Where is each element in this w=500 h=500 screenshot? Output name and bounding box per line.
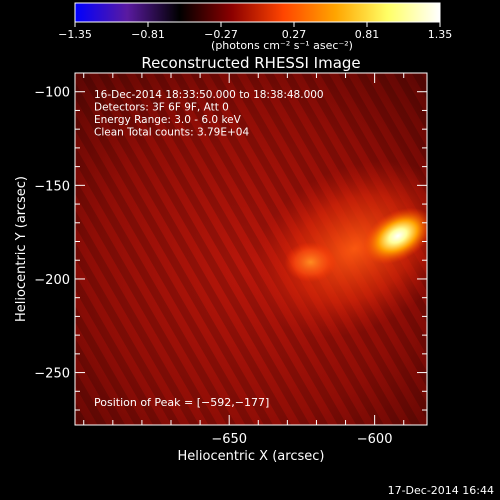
- peak-source: [362, 207, 427, 265]
- colorbar-tick-label: −0.81: [131, 28, 165, 41]
- secondary-source: [284, 242, 337, 283]
- heatmap-sources: [284, 207, 427, 283]
- peak-position-label: Position of Peak = [−592,−177]: [94, 396, 269, 409]
- x-axis-ticks: −650−600−550: [83, 73, 405, 447]
- colorbar-units-label: (photons cm⁻² s⁻¹ asec⁻²): [211, 39, 353, 52]
- annotation-line: Detectors: 3F 6F 9F, Att 0: [94, 102, 229, 114]
- source-glow: [250, 160, 427, 338]
- colorbar-tick-label: 0.81: [355, 28, 380, 41]
- colorbar-tick-label: 1.35: [428, 28, 453, 41]
- colorbar-tick-label: 0.27: [282, 28, 307, 41]
- y-tick-label: −250: [34, 367, 70, 382]
- y-tick-label: −150: [34, 179, 70, 194]
- footer-timestamp: 17-Dec-2014 16:44: [388, 484, 494, 497]
- annotation-line: Energy Range: 3.0 - 6.0 keV: [94, 114, 242, 126]
- x-axis-label: Heliocentric X (arcsec): [178, 449, 325, 464]
- y-axis-ticks: −100 −150 −200 −250: [34, 72, 427, 411]
- y-tick-label: −200: [34, 273, 70, 288]
- annotations: 16-Dec-2014 18:33:50.000 to 18:38:48.000…: [94, 89, 324, 139]
- annotation-line: Clean Total counts: 3.79E+04: [94, 127, 249, 139]
- colorbar: [75, 3, 440, 22]
- colorbar-ticks: −1.35 −0.81 −0.27 0.27 0.81 1.35: [58, 22, 452, 41]
- heatmap-image: [75, 73, 427, 425]
- y-tick-label: −100: [34, 86, 70, 101]
- annotation-line: 16-Dec-2014 18:33:50.000 to 18:38:48.000: [94, 89, 324, 101]
- colorbar-frame: [74, 2, 441, 23]
- x-tick-label: −600: [357, 432, 393, 447]
- plot-frame: [74, 72, 428, 426]
- y-axis-label: Heliocentric Y (arcsec): [14, 176, 29, 322]
- chart-title: Reconstructed RHESSI Image: [141, 54, 360, 72]
- colorbar-tick-label: −0.27: [204, 28, 238, 41]
- x-tick-label: −650: [211, 432, 247, 447]
- colorbar-tick-label: −1.35: [58, 28, 92, 41]
